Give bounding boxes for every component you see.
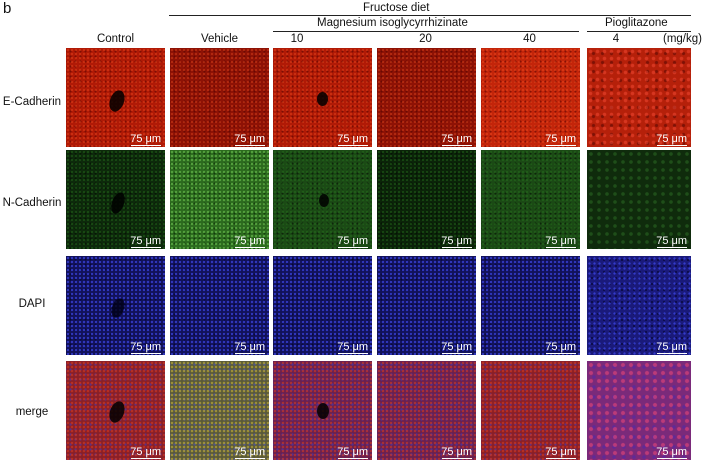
scale-bar-label: 75 μm bbox=[337, 341, 368, 353]
scale-bar bbox=[442, 353, 472, 354]
image-e-cadherin-10: 75 μm bbox=[273, 48, 372, 147]
scale-bar-label: 75 μm bbox=[337, 446, 368, 458]
scale-bar-label: 75 μm bbox=[234, 235, 265, 247]
central-vein bbox=[106, 88, 128, 114]
image-merge-10: 75 μm bbox=[273, 361, 372, 460]
column-label-4: 4 bbox=[612, 33, 620, 45]
scale-bar-label: 75 μm bbox=[441, 133, 472, 145]
scale-bar bbox=[131, 458, 161, 459]
scale-bar bbox=[338, 247, 368, 248]
image-e-cadherin-pioglitazone: 75 μm bbox=[587, 48, 691, 147]
image-dapi-20: 75 μm bbox=[377, 256, 476, 355]
image-merge-vehicle: 75 μm bbox=[170, 361, 269, 460]
unit-label: (mg/kg) bbox=[663, 33, 702, 45]
image-n-cadherin-20: 75 μm bbox=[377, 150, 476, 249]
scale-bar bbox=[546, 145, 576, 146]
image-merge-pioglitazone: 75 μm bbox=[587, 361, 691, 460]
image-e-cadherin-40: 75 μm bbox=[481, 48, 580, 147]
column-label-control: Control bbox=[96, 33, 135, 45]
magnesium-header: Magnesium isoglycyrrhizinate bbox=[317, 17, 468, 29]
column-label-40: 40 bbox=[523, 33, 536, 45]
scale-bar-label: 75 μm bbox=[656, 235, 687, 247]
image-dapi-pioglitazone: 75 μm bbox=[587, 256, 691, 355]
scale-bar bbox=[442, 458, 472, 459]
image-e-cadherin-20: 75 μm bbox=[377, 48, 476, 147]
scale-bar-label: 75 μm bbox=[441, 235, 472, 247]
panel-letter: b bbox=[3, 0, 12, 17]
image-dapi-vehicle: 75 μm bbox=[170, 256, 269, 355]
image-e-cadherin-vehicle: 75 μm bbox=[170, 48, 269, 147]
image-n-cadherin-pioglitazone: 75 μm bbox=[587, 150, 691, 249]
scale-bar bbox=[546, 458, 576, 459]
central-vein bbox=[317, 403, 329, 419]
central-vein bbox=[319, 194, 329, 207]
image-n-cadherin-vehicle: 75 μm bbox=[170, 150, 269, 249]
scale-bar-label: 75 μm bbox=[545, 235, 576, 247]
image-e-cadherin-control: 75 μm bbox=[66, 48, 165, 147]
fructose-diet-header: Fructose diet bbox=[363, 2, 430, 14]
central-vein bbox=[108, 296, 128, 320]
image-dapi-40: 75 μm bbox=[481, 256, 580, 355]
central-vein bbox=[106, 399, 128, 425]
scale-bar-label: 75 μm bbox=[234, 341, 265, 353]
scale-bar-label: 75 μm bbox=[234, 133, 265, 145]
scale-bar-label: 75 μm bbox=[130, 341, 161, 353]
scale-bar-label: 75 μm bbox=[130, 446, 161, 458]
scale-bar bbox=[338, 458, 368, 459]
scale-bar-label: 75 μm bbox=[656, 133, 687, 145]
scale-bar bbox=[235, 353, 265, 354]
scale-bar bbox=[131, 247, 161, 248]
column-label-10: 10 bbox=[290, 33, 304, 45]
image-merge-40: 75 μm bbox=[481, 361, 580, 460]
scale-bar bbox=[442, 145, 472, 146]
magnesium-line bbox=[273, 31, 579, 32]
scale-bar bbox=[131, 353, 161, 354]
scale-bar-label: 75 μm bbox=[337, 235, 368, 247]
scale-bar-label: 75 μm bbox=[130, 133, 161, 145]
scale-bar bbox=[546, 353, 576, 354]
scale-bar bbox=[546, 247, 576, 248]
central-vein bbox=[108, 190, 128, 216]
scale-bar-label: 75 μm bbox=[545, 341, 576, 353]
image-merge-control: 75 μm bbox=[66, 361, 165, 460]
image-merge-20: 75 μm bbox=[377, 361, 476, 460]
image-n-cadherin-control: 75 μm bbox=[66, 150, 165, 249]
central-vein bbox=[317, 92, 328, 106]
scale-bar-label: 75 μm bbox=[441, 446, 472, 458]
scale-bar-label: 75 μm bbox=[656, 341, 687, 353]
scale-bar bbox=[235, 458, 265, 459]
scale-bar bbox=[657, 353, 687, 354]
scale-bar-label: 75 μm bbox=[130, 235, 161, 247]
scale-bar-label: 75 μm bbox=[545, 133, 576, 145]
scale-bar bbox=[235, 247, 265, 248]
scale-bar bbox=[338, 145, 368, 146]
scale-bar bbox=[657, 247, 687, 248]
scale-bar-label: 75 μm bbox=[337, 133, 368, 145]
column-label-vehicle: Vehicle bbox=[200, 33, 239, 45]
scale-bar-label: 75 μm bbox=[545, 446, 576, 458]
scale-bar-label: 75 μm bbox=[441, 341, 472, 353]
row-label-merge: merge bbox=[15, 406, 49, 418]
pioglitazone-header: Pioglitazone bbox=[605, 17, 668, 29]
pioglitazone-line bbox=[587, 31, 691, 32]
image-n-cadherin-10: 75 μm bbox=[273, 150, 372, 249]
row-label-n-cadherin: N-Cadherin bbox=[2, 197, 62, 209]
column-label-20: 20 bbox=[419, 33, 432, 45]
scale-bar-label: 75 μm bbox=[656, 446, 687, 458]
scale-bar bbox=[442, 247, 472, 248]
scale-bar-label: 75 μm bbox=[234, 446, 265, 458]
image-dapi-control: 75 μm bbox=[66, 256, 165, 355]
image-dapi-10: 75 μm bbox=[273, 256, 372, 355]
row-label-e-cadherin: E-Cadherin bbox=[2, 96, 62, 108]
scale-bar bbox=[338, 353, 368, 354]
fructose-diet-line bbox=[169, 15, 691, 16]
scale-bar bbox=[131, 145, 161, 146]
scale-bar bbox=[235, 145, 265, 146]
scale-bar bbox=[657, 145, 687, 146]
image-n-cadherin-40: 75 μm bbox=[481, 150, 580, 249]
row-label-dapi: DAPI bbox=[18, 298, 46, 310]
scale-bar bbox=[657, 458, 687, 459]
